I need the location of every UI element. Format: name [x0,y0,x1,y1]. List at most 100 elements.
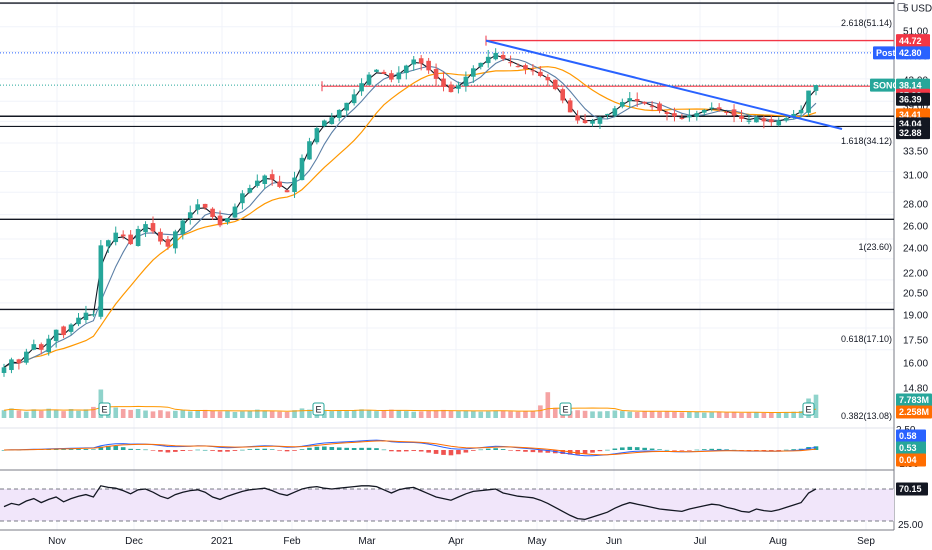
candle-body [441,78,446,87]
macd-histogram-bar [649,448,655,450]
volume-bar [76,410,81,418]
macd-histogram-bar [411,450,417,451]
candle-body [612,108,618,116]
volume-bar [396,410,402,418]
candle-body [739,115,744,119]
macd-histogram-bar [254,448,260,450]
macd-histogram-bar [448,450,454,456]
price-badge-bg [896,34,930,48]
macd-histogram-bar [262,448,268,450]
volume-bar [701,412,707,418]
moving-averages [3,54,817,368]
macd-histogram-bar [761,450,767,451]
volume-bar [500,410,506,418]
volume-bar [508,411,513,418]
price-badge-bg [896,46,930,60]
macd-histogram-bar [575,450,580,455]
price-tick: 24.00 [903,244,928,255]
candle-body [456,85,461,89]
macd-histogram-bar [783,449,789,451]
candle-body [448,84,454,93]
candle-body [299,157,305,181]
volume-bar [724,412,729,418]
earnings-letter: E [805,405,811,415]
volume-bar [426,410,431,418]
candle-body [351,94,357,104]
volume-bar [292,410,297,418]
macd-histogram-bar [247,449,253,450]
volume-bar [411,411,417,418]
price-axis: 51.0047.0043.0039.0036.0033.5031.0028.00… [897,3,932,395]
candle-body [232,206,238,218]
candle-body [471,68,476,77]
volume-bar [657,411,662,418]
candle-body [642,101,647,104]
candle-body [344,102,349,111]
macd-histogram-bar [739,450,744,451]
candle-body [61,326,66,336]
macd-histogram-bar [336,447,342,450]
volume-bar [679,412,685,418]
macd-histogram-bar [605,449,610,451]
volume-bar [783,412,789,418]
candle-body [113,232,119,243]
price-badge-bg [896,92,930,106]
price-tick: 19.00 [903,311,928,322]
candle-body [806,90,811,113]
macd-histogram-bar [195,449,200,451]
price-badge: 38.14 [896,78,930,92]
volume-bar [135,409,141,418]
volume-bar [158,410,163,418]
macd-histogram-bar [150,450,156,451]
earnings-box [802,402,815,416]
candle-body [523,65,528,70]
volume-bar [523,411,528,418]
price-badges: 44.72Post42.80SONO38.1437.9936.3934.4134… [870,34,932,496]
volume-bar [463,410,469,418]
candle-body [9,359,14,371]
macd-histogram-bar [463,450,469,453]
candle-body [701,109,707,113]
candle-body [731,109,737,116]
volume-bar [590,411,595,418]
candle-body [545,77,551,81]
macd-histogram-bar [210,450,215,451]
macd-histogram-bar [642,447,647,450]
volume-bar [791,411,796,418]
volume-bar [150,411,156,418]
candle-body [16,359,22,364]
volume-bar [344,411,349,418]
volume-bar [530,410,536,418]
rsi-badge-bg [896,482,928,496]
volume-badge-bg [896,393,932,407]
candle-body [91,314,96,316]
candle-body [307,141,312,160]
macd-histogram-bar [173,450,178,452]
volume-bar [31,409,37,418]
earnings-box [559,402,572,416]
macd-histogram-bar [329,447,335,450]
macd-histogram-bar [284,450,290,452]
volume-bar [359,409,364,418]
candle-body [597,117,603,124]
symbol-badge-bg [870,78,895,92]
macd-badge: 0.53 [896,441,926,455]
macd-histogram-bar [597,450,603,452]
candle-body [1,367,7,373]
candle-body [24,351,29,363]
candle-body [202,203,208,208]
volume-bar [120,409,126,418]
symbol-badge-text: SONO [873,80,900,90]
candle-body [277,181,282,187]
candle-body [411,59,417,65]
candle-body [225,218,230,223]
candle-body [98,245,104,317]
candle-body [776,120,782,126]
volume-bar [478,411,484,418]
candle-body [485,56,491,64]
candle-body [724,112,729,114]
macd-histogram-bar [709,448,715,450]
volume-bar [307,409,312,418]
candle-body [381,71,387,74]
